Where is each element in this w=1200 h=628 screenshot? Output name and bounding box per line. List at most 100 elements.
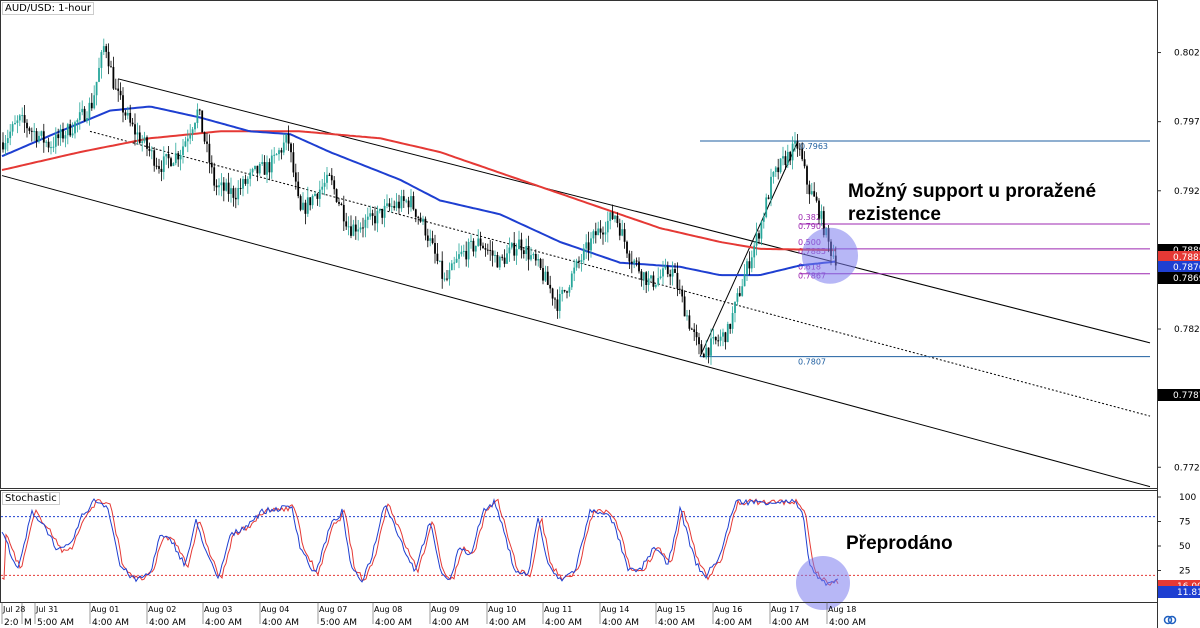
candle-body xyxy=(738,293,741,296)
candle-body xyxy=(170,158,172,166)
candle-body xyxy=(618,223,621,236)
candle-body xyxy=(210,162,213,168)
candle-body xyxy=(621,229,624,236)
candle-body xyxy=(4,143,7,150)
candle-body xyxy=(743,274,746,287)
candle-body xyxy=(705,347,708,358)
x-date-label: Aug 03 xyxy=(204,605,232,614)
candle-body xyxy=(234,197,237,200)
candle-body xyxy=(146,137,148,149)
candle-body xyxy=(302,202,304,210)
candle-body xyxy=(134,124,136,135)
candle-body xyxy=(789,151,792,161)
candle-body xyxy=(338,201,340,204)
candle-body xyxy=(626,241,628,254)
x-date-label: Aug 04 xyxy=(261,605,289,614)
candle-body xyxy=(736,293,739,302)
candle-body xyxy=(215,185,218,188)
candle-body xyxy=(477,238,480,246)
candle-body xyxy=(537,259,540,261)
candle-body xyxy=(237,187,240,200)
candle-body xyxy=(774,167,777,172)
candle-body xyxy=(510,242,513,248)
candle-body xyxy=(666,266,669,275)
candle-body xyxy=(616,215,619,224)
candle-body xyxy=(513,242,516,256)
candle-body xyxy=(74,122,76,134)
candle-body xyxy=(222,182,225,191)
candle-body xyxy=(330,175,333,181)
candle-body xyxy=(690,328,693,330)
candle-body xyxy=(734,301,736,314)
candle-body xyxy=(383,205,386,218)
candle-body xyxy=(352,224,355,236)
candle-body xyxy=(592,231,595,239)
candle-body xyxy=(54,134,57,147)
candle-body xyxy=(285,134,288,143)
x-time-label: 4:00 AM xyxy=(545,618,582,628)
x-time-label: 4:00 AM xyxy=(375,618,412,628)
candle-body xyxy=(62,129,64,139)
candle-body xyxy=(275,154,278,156)
candle-body xyxy=(638,261,640,272)
candle-body xyxy=(568,287,571,293)
candle-body xyxy=(261,162,264,164)
candle-body xyxy=(758,233,760,239)
candle-body xyxy=(448,270,451,280)
candle-body xyxy=(162,156,165,172)
candle-body xyxy=(441,260,444,279)
candle-body xyxy=(508,247,511,254)
candle-body xyxy=(503,257,506,264)
candle-body xyxy=(11,124,14,132)
candle-body xyxy=(398,201,400,209)
x-date-label: Aug 10 xyxy=(488,605,516,614)
stoch-tick-label: 75 xyxy=(1179,518,1190,528)
candle-body xyxy=(2,142,4,150)
candle-body xyxy=(664,266,667,269)
candle-body xyxy=(6,138,9,144)
candle-body xyxy=(203,132,206,142)
stoch-tick-label: 25 xyxy=(1179,567,1190,577)
x-time-label: 4:00 AM xyxy=(205,618,242,628)
stoch-k-line xyxy=(1,498,839,587)
candle-body xyxy=(143,137,146,142)
candle-body xyxy=(335,189,338,202)
candle-body xyxy=(782,156,784,159)
candle-body xyxy=(580,260,583,262)
candle-body xyxy=(446,278,448,280)
candle-body xyxy=(160,168,163,172)
x-time-label: 4:00 AM xyxy=(432,618,469,628)
x-date-label: Aug 18 xyxy=(828,605,856,614)
candle-body xyxy=(107,51,110,67)
candle-body xyxy=(498,256,501,268)
candle-body xyxy=(453,262,456,264)
candle-body xyxy=(342,204,345,222)
candle-body xyxy=(174,153,177,164)
candle-body xyxy=(153,150,156,166)
candle-body xyxy=(436,253,439,262)
candle-body xyxy=(659,276,662,279)
candle-body xyxy=(662,268,664,277)
x-time-label: 4:00 AM xyxy=(829,618,866,628)
candle-body xyxy=(422,218,424,222)
candle-body xyxy=(280,150,283,153)
candles-group xyxy=(2,38,837,365)
candle-body xyxy=(366,216,369,220)
candle-body xyxy=(772,171,775,177)
candle-body xyxy=(21,115,24,117)
candle-body xyxy=(434,243,436,254)
candle-body xyxy=(635,260,638,262)
link-icon[interactable] xyxy=(1163,614,1177,626)
candle-body xyxy=(172,163,175,166)
x-date-label: Jul 28 xyxy=(2,605,25,614)
candle-body xyxy=(654,284,657,287)
candle-body xyxy=(23,115,26,123)
candle-body xyxy=(309,197,312,206)
candle-body xyxy=(270,155,273,173)
candle-body xyxy=(93,95,96,109)
candle-body xyxy=(378,208,381,211)
candle-body xyxy=(472,240,475,252)
candle-body xyxy=(148,148,151,151)
fib-high-label: 0.7963 xyxy=(800,142,828,151)
